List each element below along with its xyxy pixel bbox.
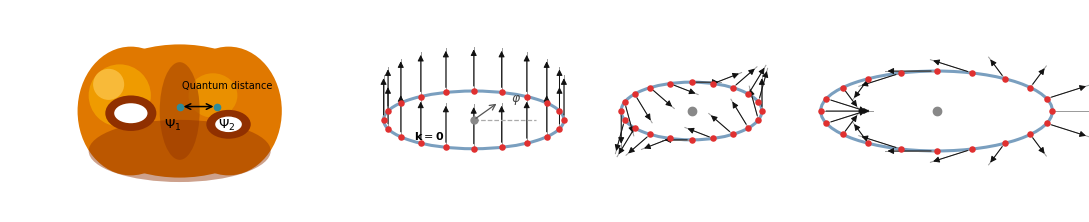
Point	[928, 149, 945, 153]
Point	[437, 91, 454, 94]
Point	[555, 118, 573, 122]
Point	[739, 92, 757, 96]
Point	[892, 147, 909, 151]
Point	[465, 147, 482, 151]
Point	[705, 137, 722, 140]
Point	[818, 122, 835, 125]
Point	[437, 146, 454, 149]
Point	[859, 142, 877, 145]
Ellipse shape	[175, 47, 282, 175]
Point	[749, 118, 767, 122]
Point	[616, 100, 634, 104]
Point	[616, 118, 634, 122]
Ellipse shape	[77, 47, 184, 175]
Point	[626, 126, 644, 130]
Point	[612, 109, 629, 113]
Ellipse shape	[206, 110, 250, 139]
Ellipse shape	[93, 69, 124, 100]
Point	[739, 126, 757, 130]
Ellipse shape	[188, 73, 237, 118]
Point	[538, 101, 555, 105]
Point	[626, 92, 644, 96]
Point	[1021, 86, 1039, 89]
Point	[493, 146, 511, 149]
Point	[892, 71, 909, 75]
Point	[964, 71, 981, 75]
Point	[661, 82, 678, 85]
Point	[412, 95, 429, 98]
Point	[749, 100, 767, 104]
Point	[538, 135, 555, 139]
Ellipse shape	[79, 44, 280, 178]
Text: Quantum distance: Quantum distance	[182, 81, 272, 91]
Point	[661, 137, 678, 140]
Point	[641, 133, 659, 136]
Point	[551, 109, 568, 113]
Point	[859, 77, 877, 80]
Ellipse shape	[88, 64, 150, 127]
Point	[1038, 97, 1055, 100]
Point	[928, 69, 945, 73]
Point	[818, 97, 835, 100]
Point	[1021, 133, 1039, 136]
Point	[392, 101, 409, 105]
Point	[754, 109, 771, 113]
Ellipse shape	[88, 120, 271, 182]
Point	[392, 135, 409, 139]
Ellipse shape	[216, 117, 242, 132]
Point	[375, 118, 392, 122]
Point	[996, 142, 1014, 145]
Point	[551, 127, 568, 131]
Point	[1038, 122, 1055, 125]
Ellipse shape	[106, 95, 157, 131]
Ellipse shape	[114, 103, 147, 123]
Point	[705, 82, 722, 85]
Point	[812, 109, 830, 113]
Text: $\varphi$: $\varphi$	[512, 93, 522, 107]
Point	[834, 86, 852, 89]
Point	[493, 91, 511, 94]
Point	[518, 141, 536, 145]
Point	[1043, 109, 1061, 113]
Text: $\Psi_1$: $\Psi_1$	[164, 118, 182, 133]
Point	[412, 141, 429, 145]
Point	[834, 133, 852, 136]
Point	[964, 147, 981, 151]
Point	[465, 89, 482, 93]
Point	[379, 109, 396, 113]
Point	[683, 80, 700, 84]
Point	[518, 95, 536, 98]
Ellipse shape	[160, 62, 199, 160]
Text: $\Psi_2$: $\Psi_2$	[218, 118, 235, 133]
Point	[724, 86, 742, 89]
Text: $\mathbf{k}=\mathbf{0}$: $\mathbf{k}=\mathbf{0}$	[414, 130, 443, 142]
Point	[641, 86, 659, 89]
Point	[724, 133, 742, 136]
Point	[996, 77, 1014, 80]
Point	[379, 127, 396, 131]
Point	[683, 138, 700, 142]
